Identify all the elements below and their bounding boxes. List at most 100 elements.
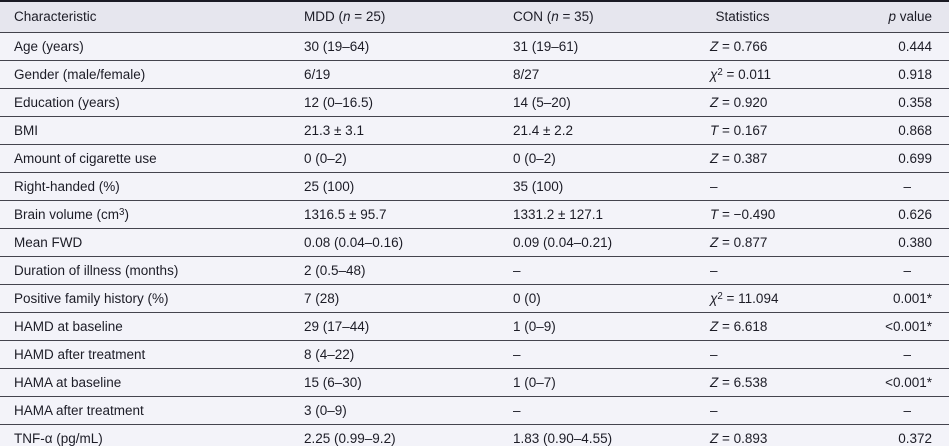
cell-statistics: Z = 0.893	[710, 430, 768, 446]
cell-statistics: –	[655, 256, 830, 285]
cell-p-value: –	[830, 172, 949, 201]
cell-statistics: T = 0.167	[655, 116, 830, 145]
table-body: Age (years) 30 (19–64) 31 (19–61) Z = 0.766…	[0, 32, 949, 446]
cell-mdd: 21.3 ± 3.1	[290, 116, 499, 145]
cell-con: 8/27	[499, 60, 655, 89]
cell-characteristic: Age (years)	[0, 32, 290, 61]
cell-mdd: 15 (6–30)	[290, 368, 499, 397]
cell-mdd: 0.08 (0.04–0.16)	[290, 228, 499, 257]
cell-con: 0 (0)	[499, 284, 655, 313]
cell-p-value: <0.001*	[830, 312, 949, 341]
table-row: HAMD at baseline 29 (17–44) 1 (0–9) Z = 6.6…	[0, 312, 949, 341]
cell-mdd: 1316.5 ± 95.7	[290, 200, 499, 229]
cell-characteristic: HAMD after treatment	[0, 340, 290, 369]
cell-mdd: 25 (100)	[290, 172, 499, 201]
cell-statistics: χ2 = 11.094	[655, 284, 830, 313]
table-row: Positive family history (%) 7 (28) 0 (0) χ2…	[0, 284, 949, 313]
cell-mdd: 2 (0.5–48)	[290, 256, 499, 285]
cell-characteristic: HAMA at baseline	[0, 368, 290, 397]
cell-characteristic: Amount of cigarette use	[0, 144, 290, 173]
cell-mdd: 2.25 (0.99–9.2)	[304, 430, 396, 446]
cell-mdd: 29 (17–44)	[290, 312, 499, 341]
cell-p-value: –	[830, 256, 949, 285]
cell-mdd: 6/19	[290, 60, 499, 89]
cell-p-value: 0.699	[830, 144, 949, 173]
cell-p-value: –	[830, 340, 949, 369]
cell-con: 1 (0–7)	[499, 368, 655, 397]
table-row: Age (years) 30 (19–64) 31 (19–61) Z = 0.766…	[0, 32, 949, 61]
cell-con: 21.4 ± 2.2	[499, 116, 655, 145]
table-row: HAMA at baseline 15 (6–30) 1 (0–7) Z = 6.53…	[0, 368, 949, 397]
cell-statistics: T = −0.490	[655, 200, 830, 229]
cell-characteristic: Duration of illness (months)	[0, 256, 290, 285]
cell-p-value: 0.380	[830, 228, 949, 257]
cell-con: 1 (0–9)	[499, 312, 655, 341]
table-row: Duration of illness (months) 2 (0.5–48) – –…	[0, 256, 949, 285]
table-row: HAMD after treatment 8 (4–22) – – –	[0, 340, 949, 369]
cell-con: 31 (19–61)	[499, 32, 655, 61]
cell-p-value: 0.868	[830, 116, 949, 145]
cell-p-value: 0.358	[830, 88, 949, 117]
cell-characteristic: Gender (male/female)	[0, 60, 290, 89]
column-header-p-value: p value	[830, 1, 949, 33]
cell-characteristic: TNF-α (pg/mL)	[14, 430, 103, 446]
cell-statistics: –	[655, 396, 830, 425]
cell-con: 1.83 (0.90–4.55)	[513, 430, 613, 446]
cell-statistics: Z = 0.766	[655, 32, 830, 61]
cell-mdd: 7 (28)	[290, 284, 499, 313]
cell-con: 1331.2 ± 127.1	[499, 200, 655, 229]
cell-statistics: Z = 6.618	[655, 312, 830, 341]
table-row: Amount of cigarette use 0 (0–2) 0 (0–2) Z =…	[0, 144, 949, 173]
cell-characteristic: HAMD at baseline	[0, 312, 290, 341]
cell-statistics: Z = 6.538	[655, 368, 830, 397]
cell-p-value: 0.918	[830, 60, 949, 89]
cell-mdd: 12 (0–16.5)	[290, 88, 499, 117]
cell-con: –	[499, 340, 655, 369]
cell-mdd: 30 (19–64)	[290, 32, 499, 61]
cell-con: –	[499, 256, 655, 285]
table-row: TNF-α (pg/mL) 2.25 (0.99–9.2) 1.83 (0.90–4…	[0, 425, 949, 446]
header-row: Characteristic MDD (n = 25) CON (n = 35)…	[0, 1, 949, 33]
cell-characteristic: Brain volume (cm3)	[0, 200, 290, 229]
cell-characteristic: Right-handed (%)	[0, 172, 290, 201]
column-header-mdd: MDD (n = 25)	[290, 1, 499, 33]
column-header-con: CON (n = 35)	[499, 1, 655, 33]
cell-characteristic: Mean FWD	[0, 228, 290, 257]
cell-p-value: 0.626	[830, 200, 949, 229]
column-header-characteristic: Characteristic	[0, 1, 290, 33]
cell-characteristic: Education (years)	[0, 88, 290, 117]
table-row: Right-handed (%) 25 (100) 35 (100) – –	[0, 172, 949, 201]
table-row: HAMA after treatment 3 (0–9) – – –	[0, 396, 949, 425]
cell-statistics: Z = 0.387	[655, 144, 830, 173]
cell-characteristic: Positive family history (%)	[0, 284, 290, 313]
table-header: Characteristic MDD (n = 25) CON (n = 35)…	[0, 1, 949, 33]
cell-p-value: 0.444	[830, 32, 949, 61]
cell-characteristic: HAMA after treatment	[0, 396, 290, 425]
cell-con: –	[499, 396, 655, 425]
table-row: Brain volume (cm3) 1316.5 ± 95.7 1331.2 ± …	[0, 200, 949, 229]
cell-statistics: Z = 0.877	[655, 228, 830, 257]
cell-p-value: –	[830, 396, 949, 425]
cell-p-value: 0.372	[898, 430, 932, 446]
table-row: Mean FWD 0.08 (0.04–0.16) 0.09 (0.04–0.21)…	[0, 228, 949, 257]
cell-con: 0 (0–2)	[499, 144, 655, 173]
cell-p-value: <0.001*	[830, 368, 949, 397]
cell-statistics: –	[655, 340, 830, 369]
cell-con: 35 (100)	[499, 172, 655, 201]
cell-p-value: 0.001*	[830, 284, 949, 313]
cell-statistics: χ2 = 0.011	[655, 60, 830, 89]
cell-statistics: Z = 0.920	[655, 88, 830, 117]
cell-statistics: –	[655, 172, 830, 201]
cell-characteristic: BMI	[0, 116, 290, 145]
table-row: Education (years) 12 (0–16.5) 14 (5–20) Z =…	[0, 88, 949, 117]
table-row: BMI 21.3 ± 3.1 21.4 ± 2.2 T = 0.167 0.868	[0, 116, 949, 145]
cell-con: 0.09 (0.04–0.21)	[499, 228, 655, 257]
cell-mdd: 3 (0–9)	[290, 396, 499, 425]
column-header-statistics: Statistics	[655, 1, 830, 33]
cell-con: 14 (5–20)	[499, 88, 655, 117]
cell-mdd: 8 (4–22)	[290, 340, 499, 369]
table-row: Gender (male/female) 6/19 8/27 χ2 = 0.011 0.…	[0, 60, 949, 89]
cell-mdd: 0 (0–2)	[290, 144, 499, 173]
